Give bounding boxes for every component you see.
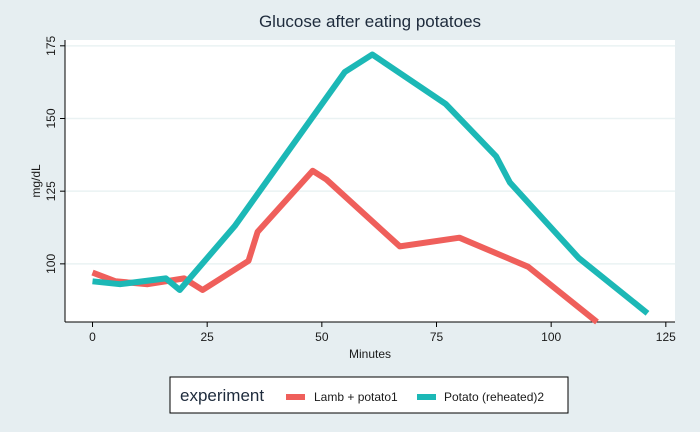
x-tick-label-25: 25 <box>201 330 215 344</box>
legend-title: experiment <box>180 386 264 405</box>
y-tick-label-125: 125 <box>44 181 58 201</box>
x-tick-label-75: 75 <box>430 330 444 344</box>
x-axis-ticks: 0 25 50 75 100 125 <box>89 322 676 344</box>
y-tick-label-175: 175 <box>44 35 58 55</box>
series-line-1 <box>92 51 650 316</box>
y-tick-label-100: 100 <box>44 254 58 274</box>
y-axis-ticks: 100 125 150 175 <box>44 35 65 274</box>
x-tick-label-125: 125 <box>656 330 676 344</box>
grid-lines <box>65 45 675 265</box>
y-tick-label-150: 150 <box>44 108 58 128</box>
legend-label-potato-reheated: Potato (reheated)2 <box>444 390 544 404</box>
y-axis-title: mg/dL <box>29 164 43 198</box>
axes <box>64 40 675 323</box>
series-line-0 <box>91 167 599 325</box>
chart-title: Glucose after eating potatoes <box>259 12 481 31</box>
x-tick-label-100: 100 <box>541 330 561 344</box>
data-series <box>91 51 650 325</box>
x-tick-label-0: 0 <box>89 330 96 344</box>
legend-box <box>169 376 569 414</box>
plot-area <box>65 40 675 322</box>
x-tick-label-50: 50 <box>315 330 329 344</box>
legend-label-lamb-potato: Lamb + potato1 <box>314 390 398 404</box>
legend: experiment Lamb + potato1 Potato (reheat… <box>169 376 569 414</box>
x-axis-title: Minutes <box>349 347 391 361</box>
